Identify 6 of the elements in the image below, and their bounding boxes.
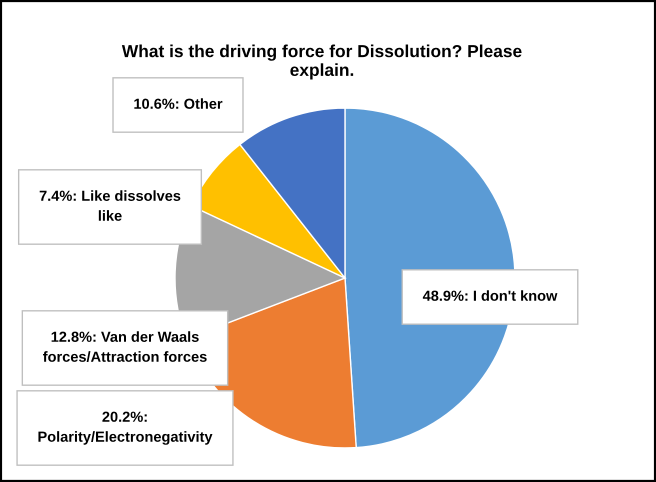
slice-label: 48.9%: I don't know — [422, 290, 558, 301]
chart-title: What is the driving force for Dissolution? Please explain. — [122, 44, 522, 80]
slice-label: 12.8%: Van der Waals forces/Attraction forces — [43, 331, 207, 362]
slice-label: 20.2%: Polarity/Electronegativity — [38, 412, 212, 445]
slice-label: 10.6%: Other — [134, 98, 222, 109]
slice-label: 7.4%: Like dissolves like — [40, 190, 180, 221]
